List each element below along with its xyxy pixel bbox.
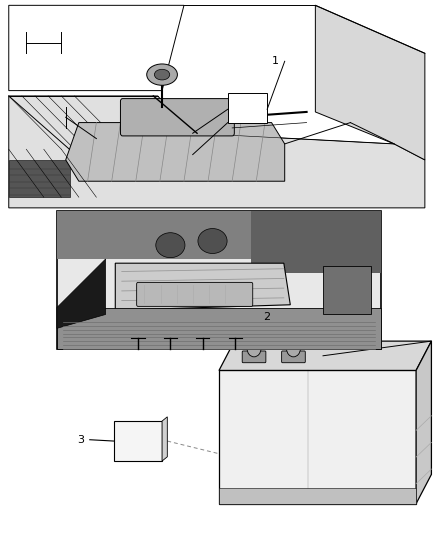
Text: 3: 3 — [78, 435, 85, 445]
Bar — [323, 266, 371, 314]
Bar — [57, 211, 381, 259]
Polygon shape — [315, 5, 425, 160]
Bar — [251, 211, 381, 273]
Bar — [57, 308, 381, 349]
Polygon shape — [162, 417, 167, 461]
FancyBboxPatch shape — [137, 282, 253, 306]
Polygon shape — [9, 5, 184, 91]
FancyBboxPatch shape — [282, 351, 305, 362]
Polygon shape — [57, 259, 106, 328]
Circle shape — [286, 340, 300, 357]
Bar — [114, 421, 162, 461]
Bar — [219, 370, 416, 504]
Ellipse shape — [147, 64, 177, 85]
Ellipse shape — [154, 69, 170, 80]
FancyBboxPatch shape — [120, 99, 234, 136]
Text: 2: 2 — [263, 312, 270, 322]
Circle shape — [247, 340, 261, 357]
Ellipse shape — [198, 229, 227, 254]
Polygon shape — [9, 96, 425, 208]
Polygon shape — [115, 263, 290, 310]
FancyBboxPatch shape — [242, 351, 266, 362]
Polygon shape — [66, 123, 285, 181]
Ellipse shape — [156, 233, 185, 257]
Bar — [219, 488, 416, 504]
Polygon shape — [219, 341, 431, 370]
Text: 1: 1 — [272, 56, 279, 66]
Polygon shape — [416, 341, 431, 504]
Bar — [9, 160, 70, 197]
Bar — [57, 211, 381, 349]
Bar — [228, 93, 267, 123]
